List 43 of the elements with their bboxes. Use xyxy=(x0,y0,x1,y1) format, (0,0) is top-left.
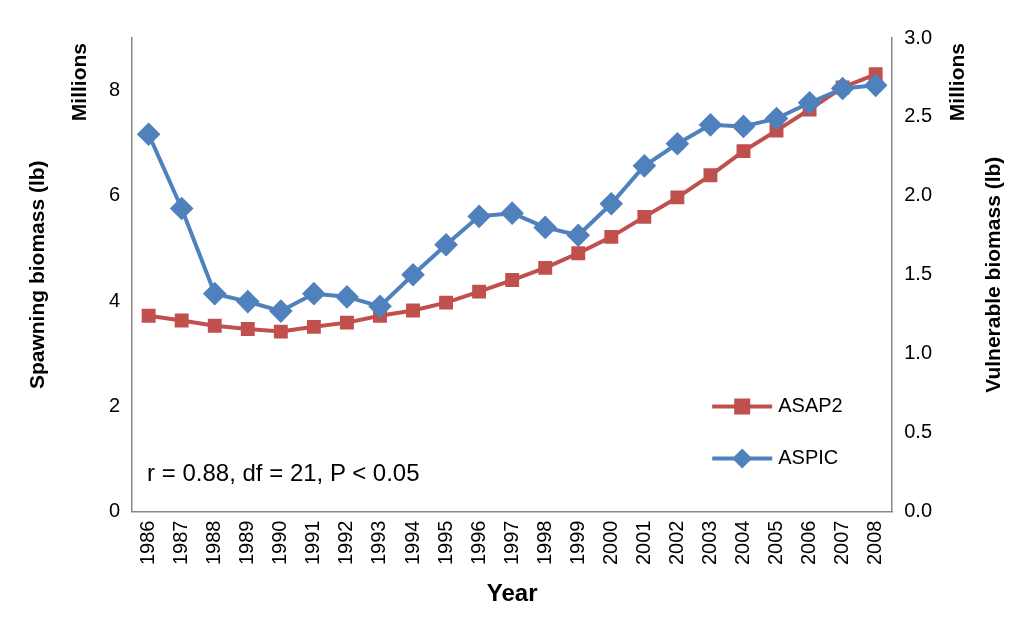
x-tick-label: 1987 xyxy=(169,520,192,566)
x-tick-label: 2000 xyxy=(598,520,621,566)
x-tick-label: 1989 xyxy=(235,520,258,566)
y-tick-label: 0 xyxy=(109,499,121,522)
x-tick-label: 1996 xyxy=(466,520,489,566)
x-tick-label: 2004 xyxy=(731,520,753,566)
x-tick-label: 2005 xyxy=(764,520,787,566)
annotation: r = 0.88, df = 21, P < 0.05 xyxy=(147,459,420,487)
y2-tick-label: 1.5 xyxy=(904,262,933,285)
legend-label: ASPIC xyxy=(778,446,839,469)
x-tick-label: 1998 xyxy=(532,520,555,566)
x-tick-label: 2003 xyxy=(697,520,720,566)
y2-tick-label: 1.0 xyxy=(904,341,933,364)
y2-tick-label: 2.5 xyxy=(904,104,933,127)
x-tick-label: 1995 xyxy=(433,520,456,566)
y-axis-title: Spawning biomass (lb) xyxy=(24,160,48,390)
y-tick-label: 4 xyxy=(109,288,121,311)
x-tick-label: 2002 xyxy=(664,520,687,566)
x-tick-label: 1994 xyxy=(400,520,423,566)
x-tick-label: 1991 xyxy=(301,520,324,566)
x-tick-label: 1999 xyxy=(565,520,588,566)
y-tick-label: 6 xyxy=(109,183,121,206)
legend-label: ASAP2 xyxy=(778,394,843,417)
x-tick-label: 1986 xyxy=(136,520,159,566)
y2-tick-label: 3.0 xyxy=(904,25,933,48)
y-tick-label: 2 xyxy=(109,393,121,416)
y-tick-label: 8 xyxy=(109,78,121,101)
y2-tick-label: 2.0 xyxy=(904,183,933,206)
x-tick-label: 2006 xyxy=(797,520,820,566)
x-tick-label: 1988 xyxy=(202,520,225,566)
y2-tick-label: 0.0 xyxy=(904,499,933,522)
x-tick-label: 2007 xyxy=(830,520,853,566)
y2-tick-label: 0.5 xyxy=(904,420,933,443)
text: Millions xyxy=(944,43,968,122)
x-tick-label: 1992 xyxy=(334,520,357,566)
x-tick-label: 2008 xyxy=(863,520,886,566)
x-axis-title: Year xyxy=(486,578,538,606)
text: Millions xyxy=(66,43,90,122)
y2-axis-title: Vulnerable biomass (lb) xyxy=(980,156,1004,393)
x-tick-label: 2001 xyxy=(631,520,654,566)
x-tick-label: 1997 xyxy=(499,520,522,566)
x-tick-label: 1990 xyxy=(268,520,291,566)
x-tick-label: 1993 xyxy=(367,520,390,566)
